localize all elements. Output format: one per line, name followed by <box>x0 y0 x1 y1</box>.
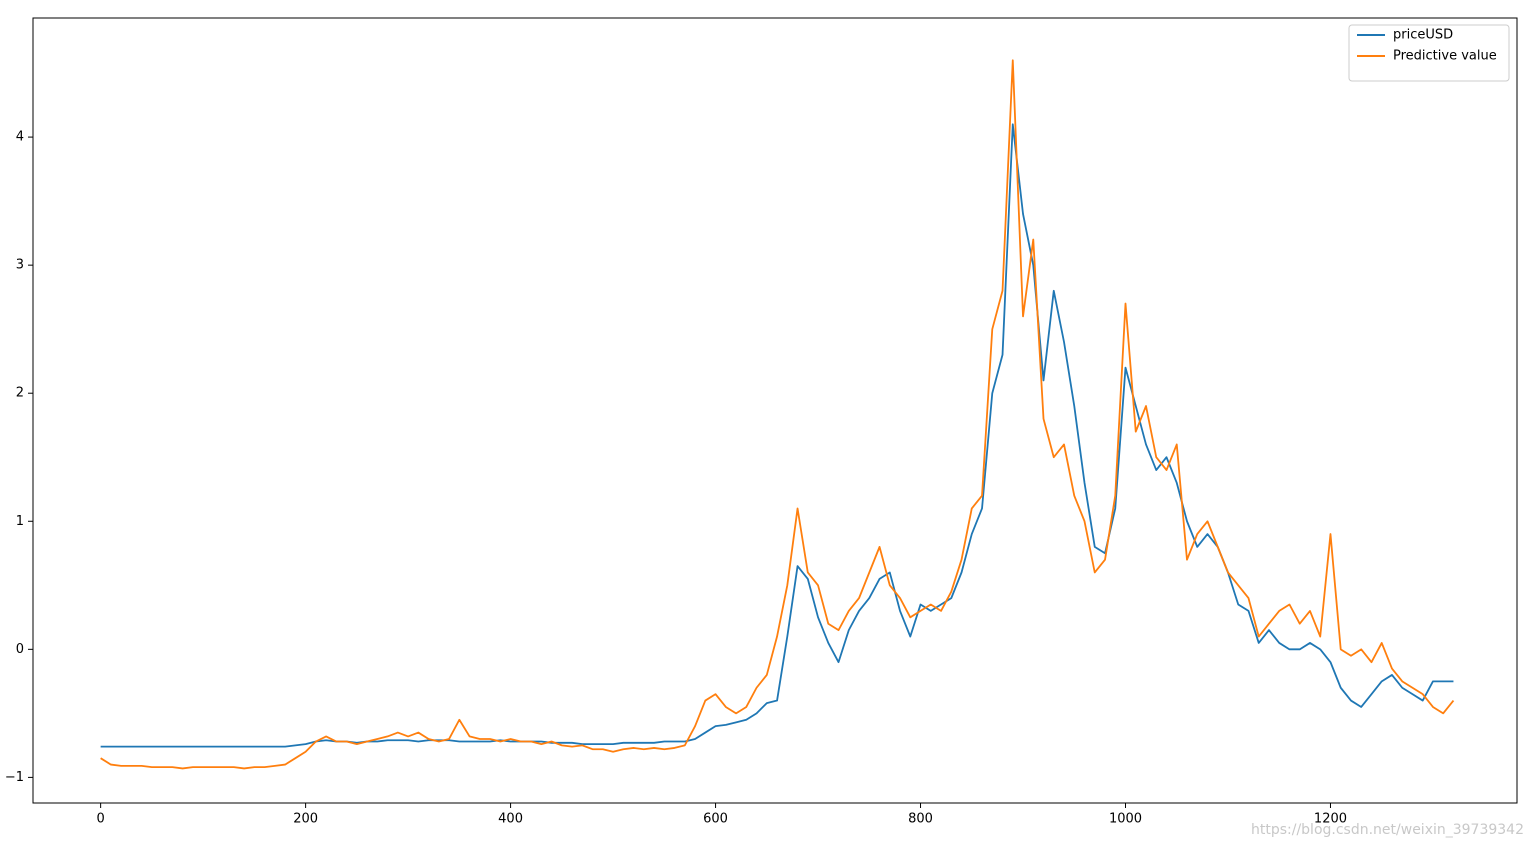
x-tick-label: 1200 <box>1314 812 1347 827</box>
legend-box <box>1348 24 1510 82</box>
y-tick-label: 0 <box>16 642 24 657</box>
x-tick-label: 800 <box>908 812 933 827</box>
axes-frame <box>32 17 1518 804</box>
y-tick-label: 1 <box>16 514 24 529</box>
y-tick-label: 2 <box>16 386 24 401</box>
x-tick-label: 200 <box>293 812 318 827</box>
legend-label: Predictive value <box>1393 49 1497 64</box>
x-tick-label: 600 <box>703 812 728 827</box>
y-tick-label: −1 <box>5 770 24 785</box>
line-series <box>100 59 1455 770</box>
legend-label: priceUSD <box>1393 28 1453 43</box>
x-tick-label: 400 <box>498 812 523 827</box>
x-tick-label: 0 <box>97 812 105 827</box>
y-tick-label: 3 <box>16 258 24 273</box>
x-tick-label: 1000 <box>1109 812 1142 827</box>
watermark: https://blog.csdn.net/weixin_39739342 <box>1251 822 1524 838</box>
y-tick-label: 4 <box>16 130 24 145</box>
